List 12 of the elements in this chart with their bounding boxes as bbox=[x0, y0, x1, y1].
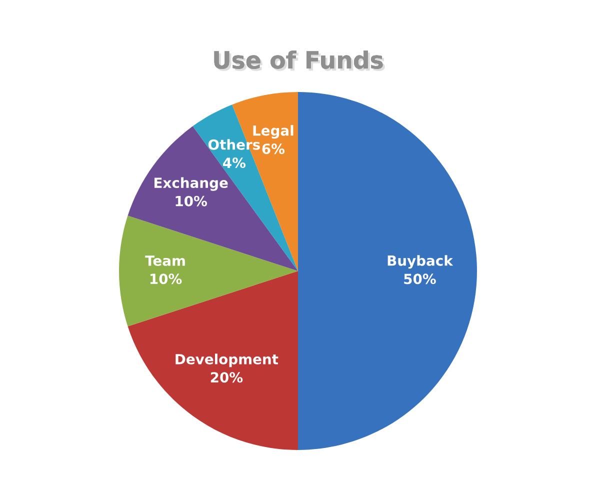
chart-title: Use of Funds bbox=[214, 50, 385, 71]
slice-label: Buyback bbox=[388, 255, 454, 269]
slice-label: Exchange bbox=[154, 177, 228, 191]
slice-label: Development bbox=[176, 354, 278, 368]
data-label: 6% bbox=[262, 144, 285, 154]
data-label: 20% bbox=[210, 372, 243, 383]
slice-label: Legal bbox=[253, 125, 294, 139]
slice-label: Team bbox=[145, 256, 185, 266]
data-label: 50% bbox=[404, 274, 436, 284]
data-label: 10% bbox=[176, 196, 208, 206]
data-label: 10% bbox=[150, 274, 182, 284]
data-label: 4% bbox=[223, 158, 246, 168]
